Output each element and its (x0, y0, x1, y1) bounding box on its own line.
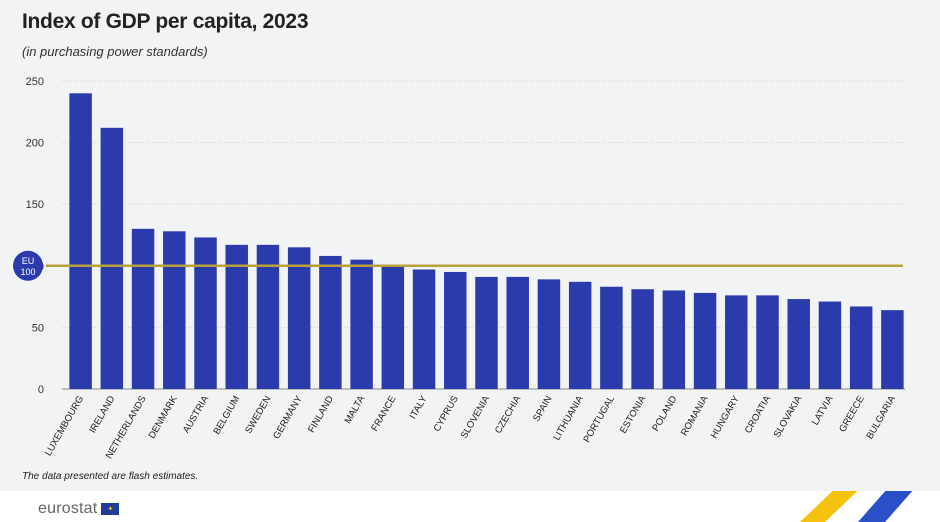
x-tick-label: BELGIUM (211, 394, 242, 437)
bar (163, 231, 186, 389)
x-tick-label: DENMARK (147, 393, 181, 440)
x-tick-label: FRANCE (369, 394, 398, 433)
bar (631, 289, 654, 389)
x-tick-label: GERMANY (271, 393, 305, 441)
bar (725, 295, 748, 389)
x-tick-label: FINLAND (306, 394, 336, 435)
bar (537, 279, 561, 389)
eurostat-logo: eurostat ✦ (38, 500, 120, 518)
x-tick-label: LITHUANIA (551, 393, 586, 442)
bar (350, 259, 373, 389)
y-tick-label: 200 (26, 138, 44, 150)
y-tick-label: 250 (26, 76, 44, 88)
y-tick-label: 150 (26, 199, 44, 211)
eu-reference-value: 100 (20, 267, 35, 277)
bar (69, 93, 92, 389)
x-tick-label: SWEDEN (243, 394, 273, 436)
yellow-chevron-shape (800, 491, 858, 522)
x-tick-label: SLOVENIA (459, 393, 493, 440)
bar (662, 290, 686, 389)
y-tick-label: 50 (32, 322, 44, 334)
bar (881, 310, 904, 389)
bar (818, 301, 842, 389)
x-tick-label: CROATIA (743, 393, 774, 435)
bar (256, 244, 280, 389)
chart-title: Index of GDP per capita, 2023 (22, 10, 309, 33)
x-tick-label: SLOVAKIA (772, 393, 805, 439)
bar (849, 306, 873, 389)
x-tick-label: ESTONIA (618, 393, 649, 435)
x-tick-label: CZECHIA (493, 393, 524, 435)
bar (194, 237, 217, 389)
x-tick-label: GREECE (837, 394, 867, 434)
x-tick-label: LATVIA (810, 393, 836, 427)
x-tick-label: PORTUGAL (581, 394, 617, 445)
bar (381, 265, 405, 389)
eu-reference-badge (13, 250, 43, 281)
x-tick-label: ROMANIA (679, 393, 711, 437)
x-tick-label: HUNGARY (709, 393, 743, 440)
bar (131, 228, 155, 389)
x-tick-label: LUXEMBOURG (43, 394, 86, 458)
footer (0, 491, 940, 522)
bar (287, 247, 311, 389)
bar (412, 269, 436, 389)
bar (787, 299, 810, 389)
y-tick-label: 0 (38, 384, 44, 396)
x-tick-label: AUSTRIA (181, 393, 211, 435)
x-tick-label: IRELAND (87, 394, 117, 435)
bar (100, 127, 124, 389)
chart-subtitle: (in purchasing power standards) (22, 44, 208, 59)
brand-decoration (800, 491, 913, 522)
logo-text: eurostat (38, 500, 98, 517)
x-tick-label: CYPRUS (432, 394, 461, 434)
bar (225, 244, 248, 389)
eu-reference-label: EU (22, 256, 35, 266)
eu-flag-icon: ✦ (101, 503, 120, 515)
x-tick-label: ITALY (408, 393, 430, 421)
x-tick-label: MALTA (343, 393, 368, 425)
bar (506, 276, 529, 389)
bar (568, 281, 592, 389)
bar (756, 295, 779, 389)
blue-chevron-shape (858, 491, 913, 522)
x-tick-label: SPAIN (531, 394, 554, 424)
bar (475, 276, 498, 389)
bar (319, 255, 342, 389)
bar (444, 271, 467, 389)
bar (600, 286, 623, 389)
x-tick-label: POLAND (650, 394, 679, 433)
footnote: The data presented are flash estimates. (22, 471, 199, 482)
x-tick-label: BULGARIA (864, 393, 898, 441)
bar (693, 292, 717, 389)
